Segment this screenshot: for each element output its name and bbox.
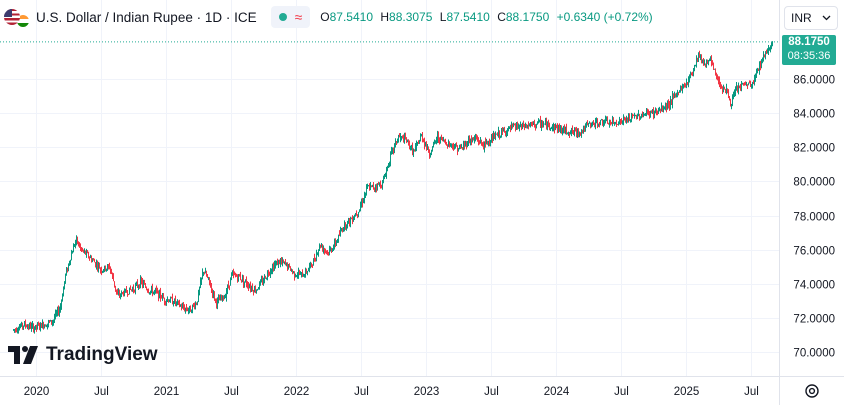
y-tick-label: 72.0000 (793, 314, 835, 326)
x-tick-label: Jul (484, 386, 499, 398)
brand-name: TradingView (46, 344, 158, 365)
x-tick-label: 2020 (24, 386, 50, 398)
time-axis[interactable]: 2020 Jul 2021 Jul 2022 Jul 2023 Jul 2024 Jul 2025 J… (24, 386, 759, 398)
y-tick-label: 84.0000 (793, 109, 835, 121)
ohlc-values: O87.5410 H88.3075 L87.5410 C88.1750 +0.6… (320, 10, 652, 24)
x-tick-label: Jul (614, 386, 629, 398)
market-open-dot-icon (278, 13, 287, 21)
bar-countdown: 08:35:36 (787, 50, 831, 62)
change-value: +0.6340 (+0.72%) (556, 10, 653, 24)
x-tick-label: Jul (354, 386, 369, 398)
y-tick-label: 82.0000 (793, 143, 835, 155)
x-tick-label: 2024 (544, 386, 570, 398)
settings-button[interactable] (803, 382, 821, 400)
open-key: O (320, 10, 330, 24)
market-status-pill[interactable]: ≈ (270, 6, 311, 28)
usd-flag-icon (4, 9, 20, 25)
tradingview-logo-icon (8, 346, 38, 364)
legend-header: U.S. Dollar / Indian Rupee · 1D · ICE ≈ … (4, 6, 653, 28)
y-tick-label: 86.0000 (793, 75, 835, 87)
candles (13, 41, 773, 334)
x-tick-label: Jul (744, 386, 759, 398)
x-tick-label: 2022 (284, 386, 310, 398)
currency-select[interactable]: INR (784, 6, 838, 30)
high-value: 88.3075 (389, 10, 433, 24)
low-key: L (439, 10, 447, 24)
y-tick-label: 70.0000 (793, 348, 835, 360)
y-tick-label: 76.0000 (793, 246, 835, 258)
tradingview-logo[interactable]: TradingView (8, 344, 158, 366)
y-tick-label: 78.0000 (793, 212, 835, 224)
close-key: C (497, 10, 506, 24)
currency-label: INR (791, 11, 812, 25)
x-tick-label: Jul (224, 386, 239, 398)
settings-icon (805, 384, 819, 398)
grid (0, 0, 779, 376)
y-tick-label: 80.0000 (793, 177, 835, 189)
x-tick-label: 2025 (674, 386, 700, 398)
x-tick-label: 2021 (154, 386, 180, 398)
close-value: 88.1750 (505, 10, 550, 24)
x-tick-label: Jul (94, 386, 109, 398)
last-price-value: 88.1750 (788, 36, 830, 48)
price-axis[interactable]: 70.0000 72.0000 74.0000 76.0000 78.0000 80.00… (793, 75, 835, 360)
chevron-down-icon (822, 15, 831, 21)
high-key: H (380, 10, 390, 24)
symbol-title[interactable]: U.S. Dollar / Indian Rupee · 1D · ICE (36, 9, 257, 25)
open-value: 87.5410 (329, 10, 374, 24)
y-tick-label: 74.0000 (793, 280, 835, 292)
indicator-wave-icon: ≈ (294, 9, 303, 25)
low-value: 87.5410 (446, 10, 490, 24)
x-tick-label: 2023 (414, 386, 440, 398)
last-price-label: 88.1750 08:35:36 (782, 35, 836, 65)
